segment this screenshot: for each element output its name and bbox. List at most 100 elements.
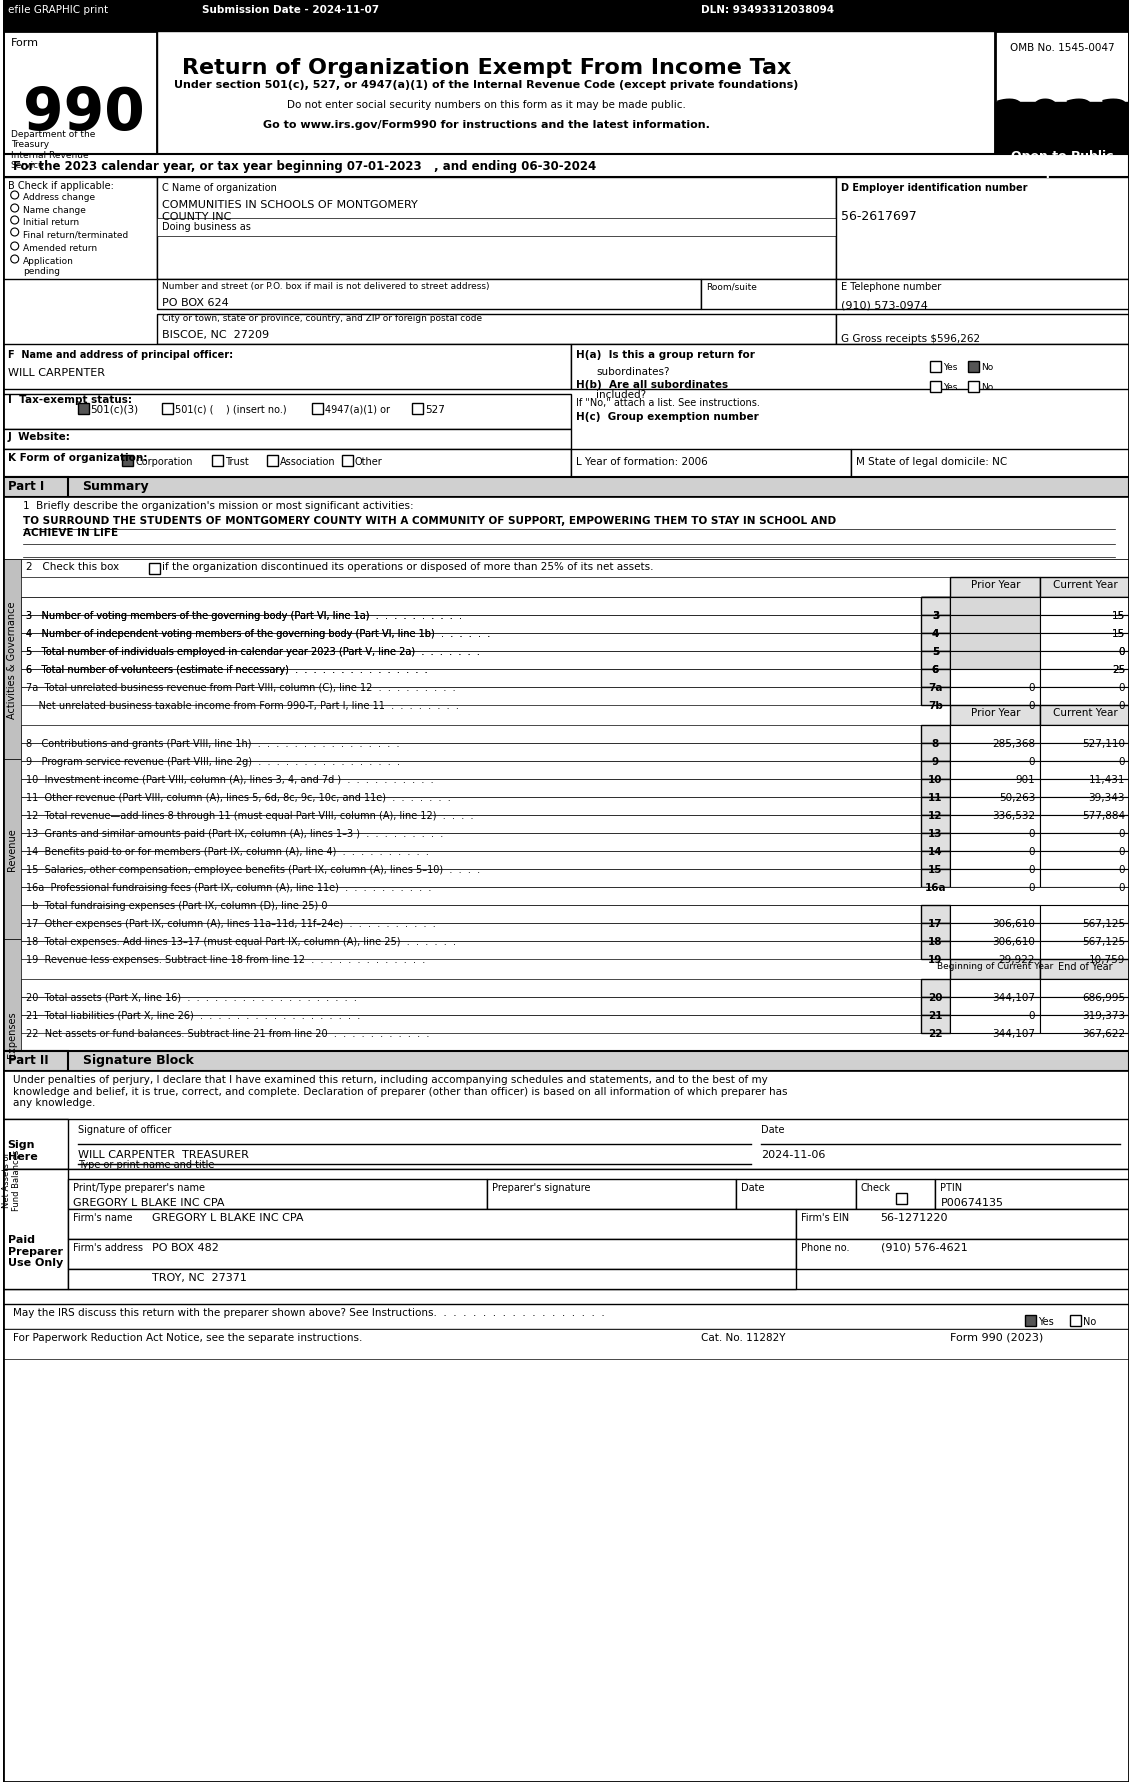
Text: Date: Date (741, 1181, 764, 1192)
Text: 0: 0 (1119, 864, 1124, 875)
Bar (835, 178, 1129, 280)
Bar (1040, 870, 1129, 887)
Text: F  Name and address of principal officer:: F Name and address of principal officer: (8, 349, 233, 360)
Bar (2, 759, 20, 939)
Text: Prior Year: Prior Year (971, 579, 1021, 590)
Text: Signature Block: Signature Block (82, 1053, 193, 1066)
Bar (2, 1119, 1129, 1169)
Bar (1040, 615, 1129, 634)
Text: 12: 12 (928, 811, 943, 820)
Text: 0: 0 (1029, 829, 1035, 839)
Text: 0: 0 (1119, 757, 1124, 766)
Text: Return of Organization Exempt From Income Tax: Return of Organization Exempt From Incom… (182, 59, 791, 78)
Text: 56-1271220: 56-1271220 (881, 1212, 948, 1222)
Bar (1025, 1315, 1036, 1326)
Bar (20, 688, 920, 706)
Text: Doing business as: Doing business as (163, 223, 252, 232)
Text: 4: 4 (931, 629, 939, 638)
Bar (920, 941, 951, 959)
Bar (1040, 634, 1129, 652)
Text: 285,368: 285,368 (992, 738, 1035, 748)
Text: 10: 10 (928, 775, 943, 784)
Bar (920, 634, 951, 652)
Bar (20, 998, 920, 1016)
Circle shape (10, 192, 19, 200)
Bar (920, 998, 951, 1016)
Text: Type or print name and title: Type or print name and title (78, 1160, 213, 1169)
Text: 17: 17 (928, 918, 943, 928)
Bar (951, 959, 1040, 980)
Text: 10,759: 10,759 (1088, 955, 1124, 964)
Bar (920, 798, 951, 816)
Text: (910) 576-4621: (910) 576-4621 (881, 1242, 968, 1253)
Text: 3: 3 (931, 611, 939, 620)
Bar (835, 315, 1129, 344)
Text: (910) 573-0974: (910) 573-0974 (841, 299, 928, 310)
Text: H(b)  Are all subordinates: H(b) Are all subordinates (576, 380, 728, 390)
Text: 18: 18 (928, 937, 943, 946)
Text: GREGORY L BLAKE INC CPA: GREGORY L BLAKE INC CPA (72, 1198, 224, 1208)
Text: DLN: 93493312038094: DLN: 93493312038094 (701, 5, 834, 14)
Text: 306,610: 306,610 (992, 918, 1035, 928)
Text: No: No (981, 383, 994, 392)
Text: TO SURROUND THE STUDENTS OF MONTGOMERY COUNTY WITH A COMMUNITY OF SUPPORT, EMPOW: TO SURROUND THE STUDENTS OF MONTGOMERY C… (23, 515, 835, 538)
Text: 319,373: 319,373 (1082, 1010, 1124, 1021)
Bar (996, 105, 1129, 155)
Bar (920, 688, 951, 706)
Text: 344,107: 344,107 (992, 993, 1035, 1003)
Bar (1040, 905, 1129, 923)
Bar (2, 0, 1129, 32)
Bar (122, 456, 133, 467)
Bar (951, 670, 1040, 688)
Bar (1040, 725, 1129, 743)
Text: 7a  Total unrelated business revenue from Part VIII, column (C), line 12  .  .  : 7a Total unrelated business revenue from… (26, 683, 455, 693)
Bar (920, 743, 951, 761)
Bar (850, 449, 1129, 478)
Bar (2, 1169, 68, 1288)
Text: 2024-11-06: 2024-11-06 (761, 1149, 825, 1160)
Bar (930, 381, 942, 392)
Bar (20, 615, 951, 634)
Text: L Year of formation: 2006: L Year of formation: 2006 (576, 456, 708, 467)
Text: 6: 6 (931, 665, 939, 675)
Bar (1040, 923, 1129, 941)
Bar (920, 597, 951, 615)
Text: 0: 0 (1119, 829, 1124, 839)
Bar (157, 219, 835, 237)
Text: 11: 11 (928, 793, 943, 802)
Bar (68, 1210, 796, 1238)
Text: 16a  Professional fundraising fees (Part IX, column (A), line 11e)  .  .  .  .  : 16a Professional fundraising fees (Part … (26, 882, 431, 893)
Text: 501(c)(3): 501(c)(3) (90, 405, 139, 415)
Text: 344,107: 344,107 (992, 1028, 1035, 1039)
Bar (20, 615, 920, 634)
Text: included?: included? (596, 390, 647, 399)
Text: 19  Revenue less expenses. Subtract line 18 from line 12  .  .  .  .  .  .  .  .: 19 Revenue less expenses. Subtract line … (26, 955, 425, 964)
Text: 50,263: 50,263 (999, 793, 1035, 802)
Bar (487, 1180, 736, 1210)
Bar (2, 429, 571, 449)
Bar (20, 1016, 920, 1034)
Bar (1040, 597, 1129, 615)
Text: 0: 0 (1119, 647, 1124, 656)
Text: Date: Date (761, 1124, 785, 1135)
Bar (412, 405, 422, 415)
Text: Under section 501(c), 527, or 4947(a)(1) of the Internal Revenue Code (except pr: Under section 501(c), 527, or 4947(a)(1)… (174, 80, 798, 89)
Bar (20, 597, 951, 615)
Text: Corporation: Corporation (135, 456, 193, 467)
Bar (996, 103, 1129, 105)
Text: Submission Date - 2024-11-07: Submission Date - 2024-11-07 (202, 5, 379, 14)
Bar (20, 779, 920, 798)
Bar (951, 577, 1040, 597)
Bar (920, 615, 951, 634)
Bar (920, 615, 951, 634)
Bar (951, 941, 1040, 959)
Text: 13: 13 (928, 829, 943, 839)
Bar (951, 779, 1040, 798)
Text: efile GRAPHIC print: efile GRAPHIC print (8, 5, 108, 14)
Bar (796, 1210, 1129, 1238)
Bar (1040, 834, 1129, 852)
Bar (312, 405, 323, 415)
Text: BISCOE, NC  27209: BISCOE, NC 27209 (163, 330, 270, 340)
Text: Initial return: Initial return (23, 217, 79, 226)
Bar (920, 980, 951, 998)
